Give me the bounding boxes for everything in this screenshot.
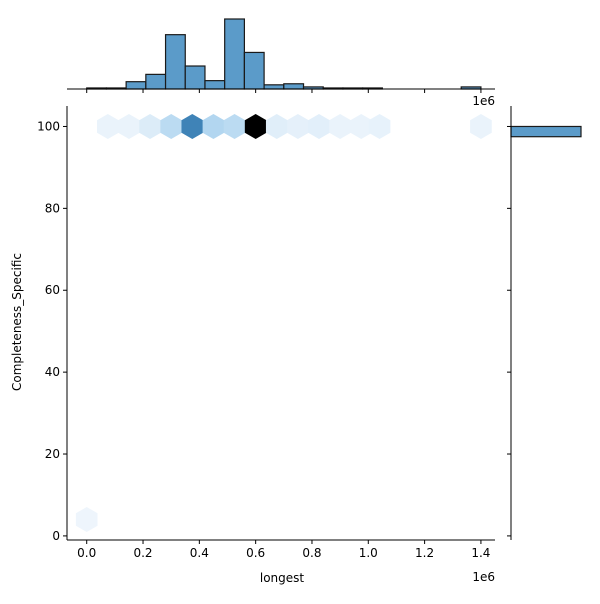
x-axis-label: longest xyxy=(260,571,305,585)
top-histogram-bar xyxy=(243,51,265,90)
hexbin-cell xyxy=(181,113,204,139)
top-histogram-bar xyxy=(125,81,147,90)
top-histogram-bar xyxy=(283,83,305,90)
hexbin-cell xyxy=(265,113,288,139)
hexbin-cell xyxy=(308,113,330,139)
top-histogram-bar xyxy=(263,84,285,90)
top-histogram-bar xyxy=(224,18,245,90)
right-marginal-histogram xyxy=(507,106,582,540)
x-tick-label: 0.6 xyxy=(246,546,265,560)
hexbin-cell xyxy=(118,113,140,139)
hexbin-cell xyxy=(244,113,267,139)
y-tick-label: 100 xyxy=(37,119,60,133)
hexbin-cell xyxy=(368,113,391,139)
hexbin-plot-area xyxy=(75,113,492,533)
hexbin-cell xyxy=(97,113,119,139)
hexbin-cell xyxy=(350,113,373,139)
y-tick-label: 20 xyxy=(45,447,60,461)
hexbin-cell xyxy=(75,507,98,533)
x-tick-label: 0.4 xyxy=(190,546,209,560)
x-tick-label: 1.2 xyxy=(415,546,434,560)
hexbin-cell xyxy=(223,113,246,139)
x-tick-label: 1.4 xyxy=(471,546,490,560)
y-axis-label: Completeness_Specific xyxy=(10,253,24,391)
y-tick-label: 0 xyxy=(52,529,60,543)
y-tick-label: 60 xyxy=(45,283,60,297)
y-tick-label: 40 xyxy=(45,365,60,379)
right-histogram-bar xyxy=(510,125,582,138)
x-tick-label: 1.0 xyxy=(359,546,378,560)
top-histogram-bar xyxy=(204,80,226,90)
top-histogram-bar xyxy=(184,65,206,90)
hexbin-cell xyxy=(470,113,492,139)
x-tick-label: 0.8 xyxy=(302,546,321,560)
hexbin-cell xyxy=(287,113,309,139)
axes: 0.0 0.2 0.4 0.6 0.8 1.0 1.2 1.4 0 20 40 60 80 100 xyxy=(37,106,495,560)
top-histogram-bar xyxy=(145,73,167,90)
x-tick-label: 0.2 xyxy=(133,546,152,560)
x-offset-label: 1e6 xyxy=(472,570,495,584)
top-marginal-histogram xyxy=(67,18,495,93)
top-x-offset-label: 1e6 xyxy=(472,94,495,108)
x-tick-label: 0.0 xyxy=(77,546,96,560)
hexbin-cell xyxy=(329,113,351,139)
hexbin-cell xyxy=(160,113,183,139)
y-tick-label: 80 xyxy=(45,201,60,215)
top-histogram-bar xyxy=(164,34,186,90)
hexbin-cell xyxy=(139,113,161,139)
hexbin-cell xyxy=(202,113,225,139)
